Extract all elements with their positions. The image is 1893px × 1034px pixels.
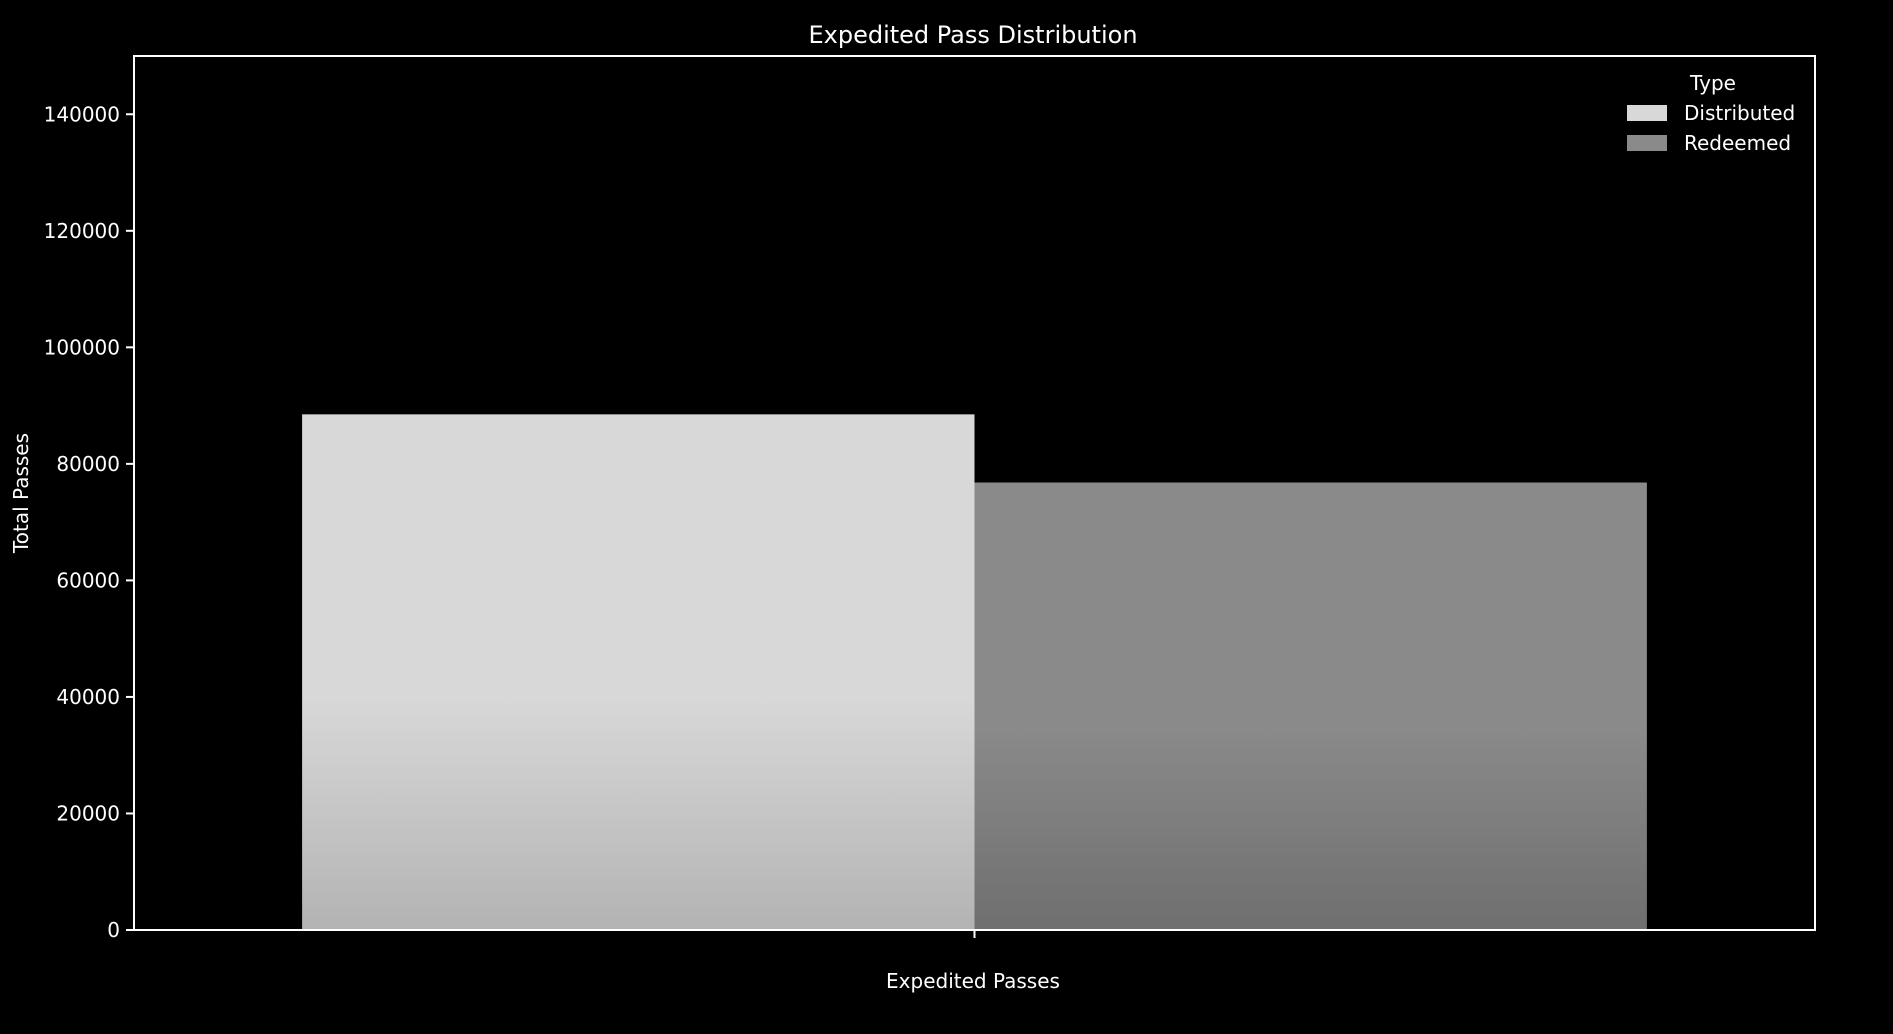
legend-swatch-distributed bbox=[1627, 105, 1667, 121]
y-tick-label: 100000 bbox=[44, 335, 120, 359]
legend: Type Distributed Redeemed bbox=[1627, 71, 1795, 155]
y-tick-label: 20000 bbox=[56, 801, 120, 825]
legend-label-distributed: Distributed bbox=[1684, 101, 1795, 125]
legend-title: Type bbox=[1689, 71, 1736, 95]
y-axis-ticks: 0 20000 40000 60000 80000 100000 120000 140000 bbox=[44, 102, 134, 942]
bars-layer bbox=[302, 414, 1647, 931]
y-axis-label: Total Passes bbox=[9, 433, 33, 554]
y-tick-label: 60000 bbox=[56, 568, 120, 592]
bar-redeemed bbox=[974, 482, 1647, 930]
chart-title: Expedited Pass Distribution bbox=[808, 21, 1137, 49]
legend-swatch-redeemed bbox=[1627, 135, 1667, 151]
legend-label-redeemed: Redeemed bbox=[1684, 131, 1791, 155]
bar-distributed bbox=[302, 414, 975, 931]
x-axis-label: Expedited Passes bbox=[886, 969, 1060, 993]
y-tick-label: 120000 bbox=[44, 219, 120, 243]
y-tick-label: 40000 bbox=[56, 685, 120, 709]
y-tick-label: 140000 bbox=[44, 102, 120, 126]
y-tick-label: 0 bbox=[107, 918, 120, 942]
y-tick-label: 80000 bbox=[56, 452, 120, 476]
